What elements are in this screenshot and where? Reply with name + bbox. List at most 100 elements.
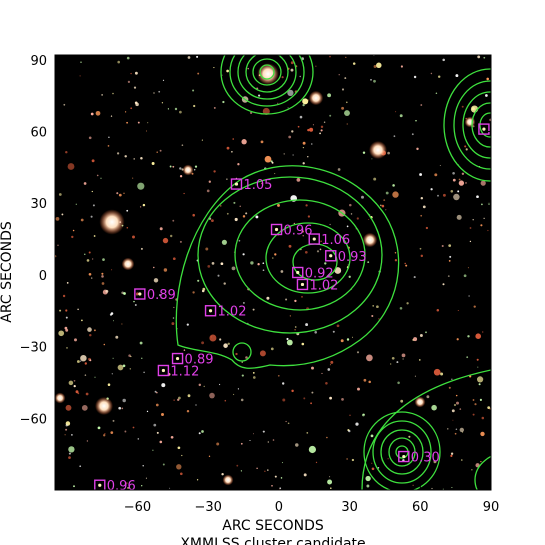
star xyxy=(363,413,365,416)
star xyxy=(315,461,318,464)
star xyxy=(455,428,458,430)
star xyxy=(479,398,482,401)
star xyxy=(172,257,176,261)
star xyxy=(161,102,164,104)
star xyxy=(68,446,75,453)
star xyxy=(132,177,134,179)
star xyxy=(220,205,222,207)
star xyxy=(142,203,146,207)
y-tick-label: 30 xyxy=(30,197,47,212)
star xyxy=(198,432,201,435)
galaxy-core xyxy=(98,483,102,487)
star xyxy=(291,389,294,393)
star xyxy=(141,485,143,487)
star xyxy=(467,335,470,338)
star xyxy=(274,173,276,175)
star xyxy=(277,203,280,207)
x-axis-title: ARC SECONDS xyxy=(222,518,324,534)
star xyxy=(134,71,138,75)
y-tick-label: 0 xyxy=(39,269,47,284)
galaxy-core xyxy=(482,127,486,131)
star xyxy=(221,239,227,245)
star xyxy=(172,317,175,319)
star xyxy=(267,441,269,443)
star xyxy=(481,416,485,420)
star xyxy=(440,372,444,376)
star xyxy=(302,141,306,145)
star xyxy=(480,460,482,463)
star xyxy=(459,427,464,433)
star xyxy=(425,226,429,230)
star xyxy=(100,177,102,179)
star xyxy=(468,295,470,297)
galaxy-core xyxy=(402,454,406,459)
star xyxy=(80,354,87,362)
star xyxy=(159,440,163,444)
star xyxy=(270,347,274,351)
star xyxy=(377,466,380,469)
star xyxy=(130,107,133,110)
star xyxy=(101,272,104,275)
star xyxy=(327,93,332,98)
star xyxy=(115,335,119,339)
star xyxy=(152,449,154,451)
star xyxy=(65,428,68,431)
star xyxy=(71,434,73,436)
star xyxy=(194,165,198,168)
x-tick-label: 0 xyxy=(275,500,283,515)
star xyxy=(380,204,382,207)
star xyxy=(452,172,455,175)
star xyxy=(419,173,423,176)
star xyxy=(320,125,324,129)
star xyxy=(226,146,230,150)
star xyxy=(356,217,359,220)
star xyxy=(233,201,236,204)
star xyxy=(457,309,459,312)
star xyxy=(245,212,248,215)
star xyxy=(332,330,335,333)
star xyxy=(414,375,416,377)
galaxy-marker xyxy=(171,352,184,365)
star xyxy=(207,265,211,268)
star xyxy=(287,107,289,109)
star xyxy=(385,209,387,211)
star xyxy=(458,180,465,186)
star xyxy=(279,487,282,490)
star xyxy=(451,378,453,380)
star xyxy=(476,358,479,361)
star xyxy=(304,250,308,254)
star xyxy=(435,92,438,95)
star xyxy=(101,282,105,285)
star xyxy=(459,408,462,410)
star xyxy=(449,255,452,258)
star xyxy=(406,302,409,305)
star xyxy=(247,67,249,70)
star xyxy=(302,98,309,105)
star xyxy=(112,320,115,322)
star xyxy=(137,182,145,190)
star xyxy=(481,203,483,206)
star xyxy=(399,307,403,310)
star xyxy=(346,101,348,104)
star xyxy=(127,80,131,84)
contour-blob xyxy=(232,342,252,362)
star xyxy=(193,104,196,108)
galaxy-core xyxy=(300,282,305,287)
star xyxy=(209,334,217,342)
star xyxy=(356,351,360,354)
star xyxy=(420,214,423,217)
star xyxy=(65,316,68,319)
star xyxy=(293,222,296,225)
star xyxy=(219,383,221,386)
star xyxy=(413,75,417,79)
star xyxy=(485,94,488,97)
star xyxy=(286,339,293,346)
contour-top-source xyxy=(220,55,314,115)
galaxy-marker xyxy=(292,266,304,279)
star xyxy=(367,261,370,263)
y-tick-label: 90 xyxy=(30,54,47,69)
star xyxy=(181,144,184,147)
star xyxy=(153,423,157,427)
star xyxy=(126,482,128,484)
star xyxy=(260,140,264,144)
